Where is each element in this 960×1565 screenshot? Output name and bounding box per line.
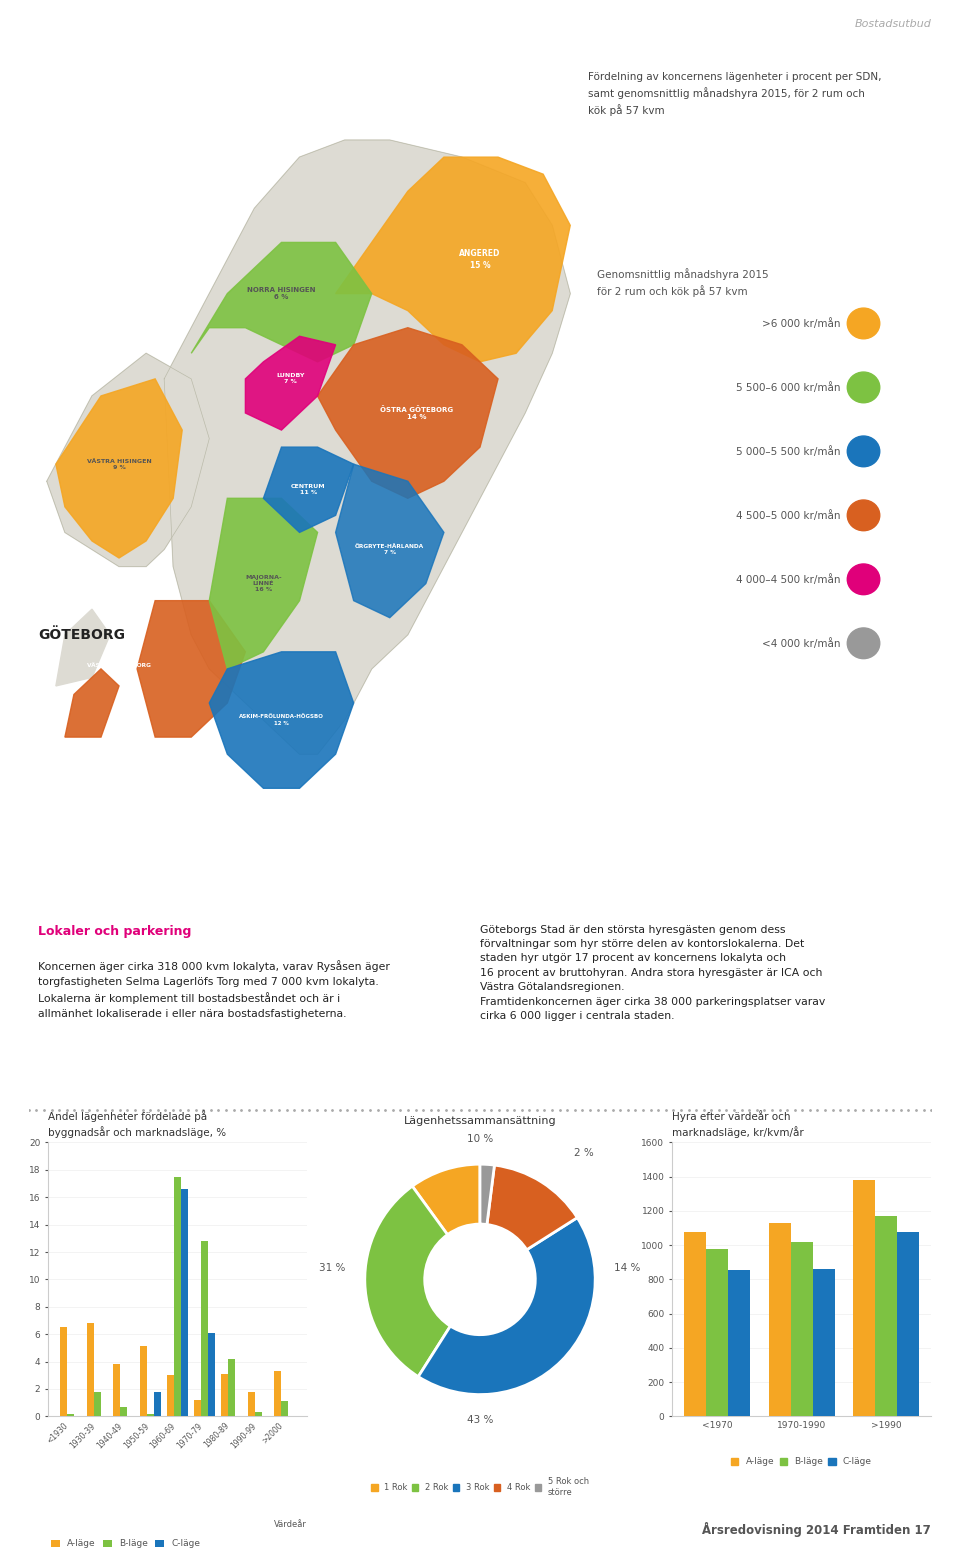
Text: VÄSTRA GÖTEBORG
3 %: VÄSTRA GÖTEBORG 3 % bbox=[87, 664, 151, 675]
Circle shape bbox=[848, 628, 879, 659]
Bar bbox=[275, 1371, 281, 1416]
Title: Lägenhetssammansättning: Lägenhetssammansättning bbox=[404, 1116, 556, 1127]
Wedge shape bbox=[365, 1186, 450, 1377]
Polygon shape bbox=[56, 379, 182, 559]
Bar bbox=[281, 1401, 288, 1416]
Text: >6 000 kr/mån: >6 000 kr/mån bbox=[762, 318, 841, 329]
Text: Värdeår: Värdeår bbox=[275, 1521, 307, 1529]
Bar bbox=[728, 1269, 750, 1416]
Text: MAJORNA-
LINNÉ
16 %: MAJORNA- LINNÉ 16 % bbox=[245, 574, 281, 592]
Text: Årsredovisning 2014 Framtiden 17: Årsredovisning 2014 Framtiden 17 bbox=[703, 1521, 931, 1537]
Circle shape bbox=[848, 437, 879, 466]
Bar bbox=[60, 1327, 67, 1416]
Polygon shape bbox=[336, 465, 444, 618]
Bar bbox=[769, 1222, 791, 1416]
Bar bbox=[228, 1358, 235, 1416]
Bar bbox=[93, 1391, 101, 1416]
Text: Fördelning av koncernens lägenheter i procent per SDN,
samt genomsnittlig månads: Fördelning av koncernens lägenheter i pr… bbox=[588, 72, 882, 116]
Text: 2 %: 2 % bbox=[574, 1147, 593, 1158]
Text: 14 %: 14 % bbox=[614, 1263, 640, 1272]
Wedge shape bbox=[487, 1164, 577, 1250]
Text: Bostadsutbud: Bostadsutbud bbox=[854, 19, 931, 28]
Bar bbox=[147, 1413, 155, 1416]
Legend: A-läge, B-läge, C-läge: A-läge, B-läge, C-läge bbox=[47, 1535, 204, 1552]
Text: 10 %: 10 % bbox=[467, 1135, 493, 1144]
Bar bbox=[684, 1232, 706, 1416]
Text: ÖRGRYTE-HÄRLANDA
7 %: ÖRGRYTE-HÄRLANDA 7 % bbox=[355, 545, 424, 556]
Text: Genomsnittlig månadshyra 2015
för 2 rum och kök på 57 kvm: Genomsnittlig månadshyra 2015 för 2 rum … bbox=[597, 268, 769, 297]
Polygon shape bbox=[164, 139, 570, 754]
Bar bbox=[181, 1189, 188, 1416]
Wedge shape bbox=[419, 1218, 595, 1394]
Text: GÖTEBORG: GÖTEBORG bbox=[37, 628, 125, 642]
Bar bbox=[140, 1346, 147, 1416]
Legend: A-läge, B-läge, C-läge: A-läge, B-läge, C-läge bbox=[728, 1454, 876, 1470]
Text: Hyra efter värdeår och
marknadsläge, kr/kvm/år: Hyra efter värdeår och marknadsläge, kr/… bbox=[672, 1110, 804, 1138]
Bar bbox=[706, 1249, 728, 1416]
Text: 4 500–5 000 kr/mån: 4 500–5 000 kr/mån bbox=[736, 510, 841, 521]
Bar bbox=[791, 1241, 812, 1416]
Text: NORRA HISINGEN
6 %: NORRA HISINGEN 6 % bbox=[248, 286, 316, 300]
Text: 4 000–4 500 kr/mån: 4 000–4 500 kr/mån bbox=[736, 574, 841, 585]
Polygon shape bbox=[209, 651, 353, 789]
Wedge shape bbox=[412, 1164, 480, 1235]
Bar bbox=[155, 1391, 161, 1416]
Text: Lokaler och parkering: Lokaler och parkering bbox=[37, 925, 191, 937]
Circle shape bbox=[848, 499, 879, 531]
Bar bbox=[876, 1216, 898, 1416]
Text: LUNDBY
7 %: LUNDBY 7 % bbox=[276, 374, 304, 385]
Bar bbox=[248, 1391, 254, 1416]
Text: Andel lägenheter fördelade på
byggnadsår och marknadsläge, %: Andel lägenheter fördelade på byggnadsår… bbox=[48, 1110, 227, 1138]
Bar bbox=[208, 1333, 215, 1416]
Polygon shape bbox=[263, 448, 353, 532]
Circle shape bbox=[848, 563, 879, 595]
Text: 5 500–6 000 kr/mån: 5 500–6 000 kr/mån bbox=[736, 382, 841, 393]
Polygon shape bbox=[65, 668, 119, 737]
Polygon shape bbox=[137, 601, 246, 737]
Text: ASKIM-FRÖLUNDA-HÖGSBO
12 %: ASKIM-FRÖLUNDA-HÖGSBO 12 % bbox=[239, 715, 324, 726]
Polygon shape bbox=[191, 243, 372, 362]
Bar bbox=[113, 1365, 120, 1416]
Circle shape bbox=[848, 308, 879, 338]
Polygon shape bbox=[56, 609, 110, 685]
Bar bbox=[167, 1376, 174, 1416]
Text: ANGERED
15 %: ANGERED 15 % bbox=[459, 249, 501, 269]
Polygon shape bbox=[246, 336, 336, 430]
Bar bbox=[194, 1399, 201, 1416]
Bar bbox=[221, 1374, 228, 1416]
Text: 5 000–5 500 kr/mån: 5 000–5 500 kr/mån bbox=[736, 446, 841, 457]
Text: 31 %: 31 % bbox=[320, 1263, 346, 1272]
Polygon shape bbox=[209, 498, 318, 668]
Bar bbox=[86, 1322, 93, 1416]
Circle shape bbox=[848, 372, 879, 402]
Polygon shape bbox=[318, 327, 498, 498]
Bar bbox=[254, 1412, 262, 1416]
Text: 43 %: 43 % bbox=[467, 1415, 493, 1424]
Bar bbox=[201, 1241, 208, 1416]
Legend: 1 Rok, 2 Rok, 3 Rok, 4 Rok, 5 Rok och
större: 1 Rok, 2 Rok, 3 Rok, 4 Rok, 5 Rok och st… bbox=[368, 1474, 592, 1499]
Text: Göteborgs Stad är den största hyresgästen genom dess
förvaltningar som hyr störr: Göteborgs Stad är den största hyresgäste… bbox=[480, 925, 826, 1020]
Text: CENTRUM
11 %: CENTRUM 11 % bbox=[291, 484, 325, 496]
Bar bbox=[898, 1232, 920, 1416]
Text: ÖSTRA GÖTEBORG
14 %: ÖSTRA GÖTEBORG 14 % bbox=[380, 405, 453, 421]
Text: <4 000 kr/mån: <4 000 kr/mån bbox=[762, 639, 841, 649]
Bar bbox=[853, 1180, 876, 1416]
Bar bbox=[120, 1407, 128, 1416]
Bar bbox=[812, 1269, 834, 1416]
Wedge shape bbox=[480, 1164, 494, 1224]
Text: Koncernen äger cirka 318 000 kvm lokalyta, varav Rysåsen äger
torgfastigheten Se: Koncernen äger cirka 318 000 kvm lokalyt… bbox=[37, 961, 390, 1019]
Polygon shape bbox=[336, 156, 570, 362]
Polygon shape bbox=[47, 354, 209, 567]
Text: VÄSTRA HISINGEN
9 %: VÄSTRA HISINGEN 9 % bbox=[86, 459, 152, 469]
Bar bbox=[67, 1413, 74, 1416]
Bar bbox=[174, 1177, 181, 1416]
